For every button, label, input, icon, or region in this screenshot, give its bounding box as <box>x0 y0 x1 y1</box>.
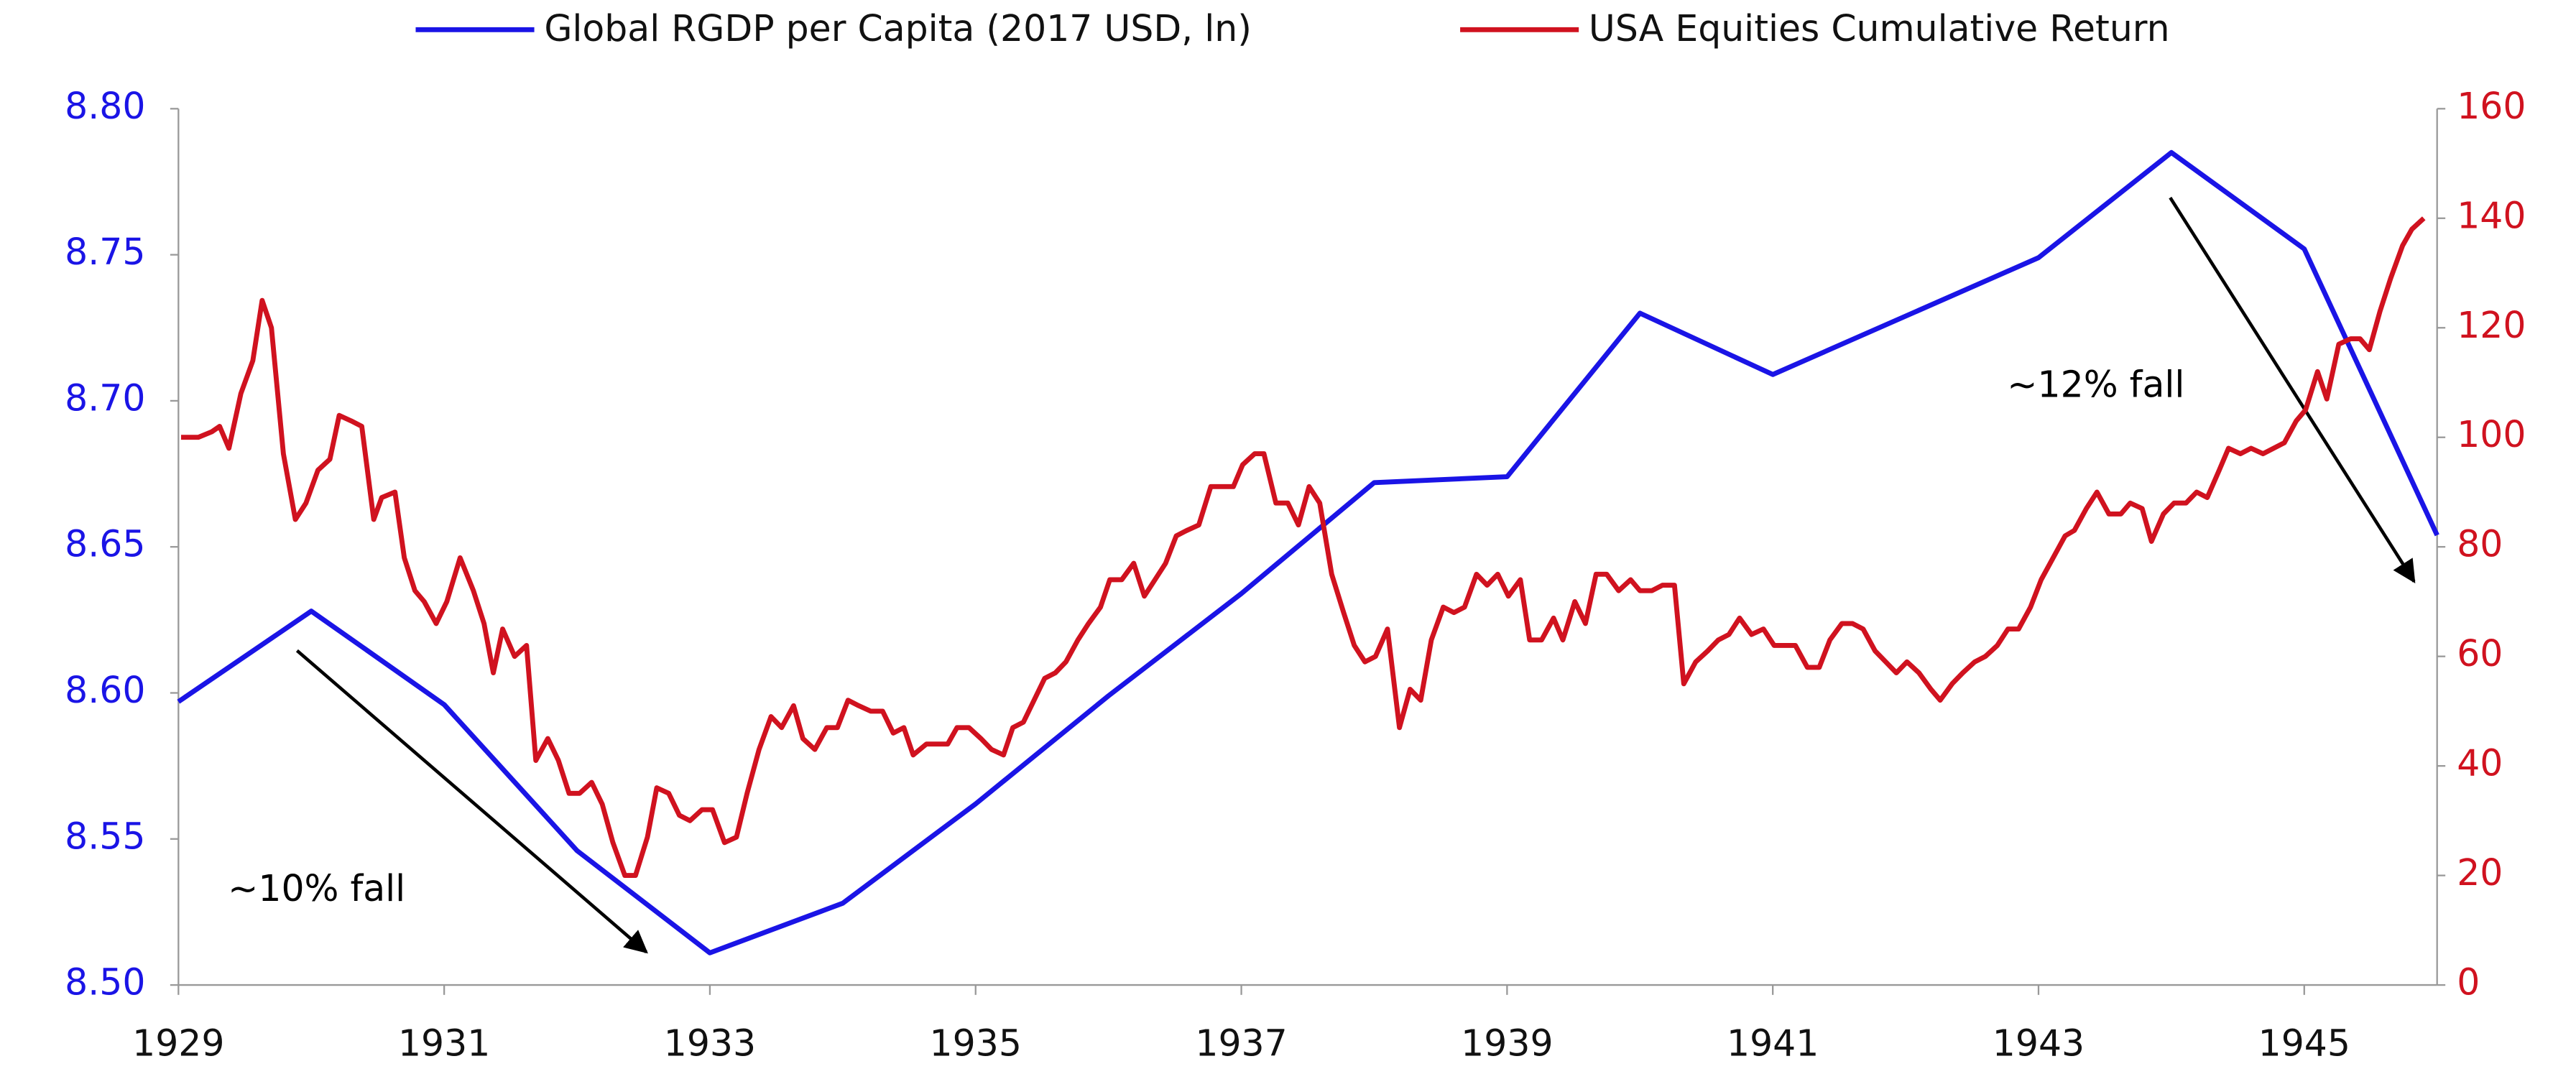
y-tick-label: 8.55 <box>65 815 145 857</box>
y2-tick-label: 100 <box>2457 413 2526 455</box>
y-tick-label: 8.70 <box>65 376 145 419</box>
y2-tick-label: 40 <box>2457 742 2503 785</box>
x-tick-label: 1941 <box>1727 1022 1819 1064</box>
series-line <box>181 216 2426 879</box>
y2-tick-label: 160 <box>2457 85 2526 127</box>
x-tick-label: 1937 <box>1195 1022 1287 1064</box>
x-tick-label: 1943 <box>1993 1022 2085 1064</box>
y-tick-label: 8.50 <box>65 961 145 1004</box>
legend-label: USA Equities Cumulative Return <box>1589 7 2170 50</box>
y2-tick-label: 120 <box>2457 304 2526 346</box>
arrow <box>295 649 648 954</box>
y2-tick-label: 60 <box>2457 632 2503 675</box>
annotation: ~12% fall <box>2007 363 2184 405</box>
arrow <box>2169 196 2416 584</box>
y2-tick-label: 80 <box>2457 523 2503 565</box>
x-tick-label: 1931 <box>398 1022 490 1064</box>
y2-tick-label: 20 <box>2457 851 2503 894</box>
y-tick-label: 8.75 <box>65 231 145 273</box>
y-tick-label: 8.80 <box>65 85 145 127</box>
y2-tick-label: 0 <box>2457 961 2480 1004</box>
series-line <box>177 149 2439 955</box>
x-tick-label: 1935 <box>930 1022 1022 1064</box>
x-tick-label: 1939 <box>1461 1022 1553 1064</box>
y2-tick-label: 140 <box>2457 194 2526 236</box>
x-tick-label: 1933 <box>664 1022 756 1064</box>
y-tick-label: 8.60 <box>65 669 145 711</box>
x-tick-label: 1929 <box>132 1022 224 1064</box>
annotation: ~10% fall <box>228 867 405 910</box>
legend-label: Global RGDP per Capita (2017 USD, ln) <box>544 7 1252 50</box>
x-tick-label: 1945 <box>2258 1022 2350 1064</box>
y-tick-label: 8.65 <box>65 523 145 565</box>
